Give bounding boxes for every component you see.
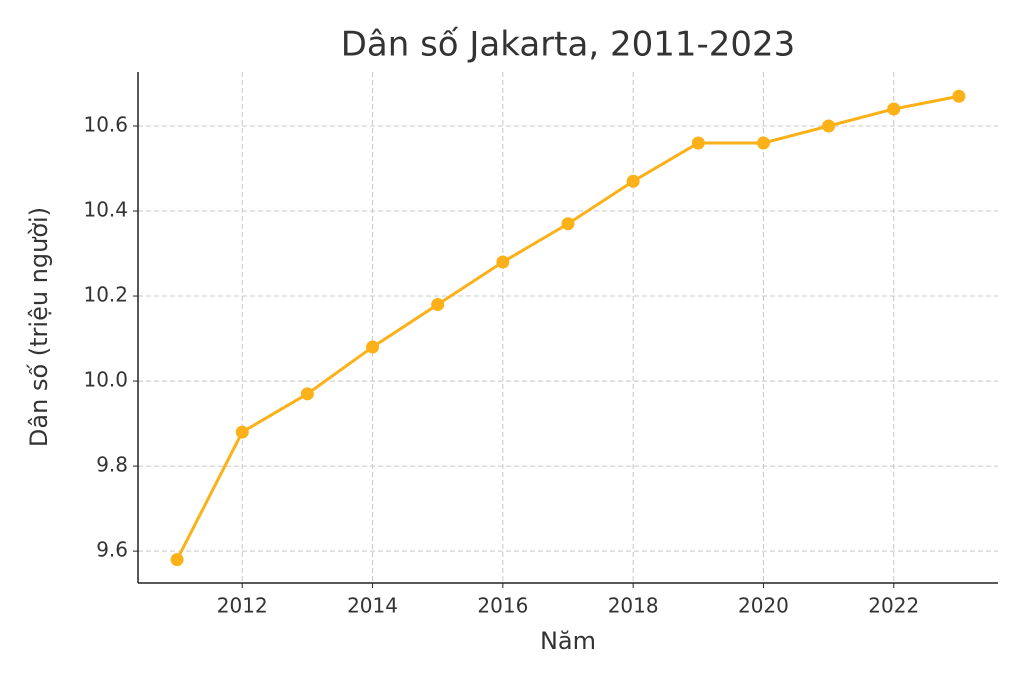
point xyxy=(170,553,184,567)
point xyxy=(300,387,314,401)
y-tick-label: 10.2 xyxy=(83,283,128,307)
y-tick-label: 10.0 xyxy=(83,368,128,392)
y-axis-label: Dân số (triệu người) xyxy=(25,207,53,447)
x-tick-label: 2022 xyxy=(868,594,919,618)
point xyxy=(887,102,901,116)
point xyxy=(756,136,770,150)
point xyxy=(952,89,966,103)
point xyxy=(235,425,249,439)
y-tick-label: 10.4 xyxy=(83,198,128,222)
point xyxy=(496,255,510,269)
x-tick-label: 2012 xyxy=(217,594,268,618)
point xyxy=(691,136,705,150)
line xyxy=(175,94,960,561)
plot-area xyxy=(170,89,966,567)
chart-title: Dân số Jakarta, 2011-2023 xyxy=(341,25,796,65)
x-tick-label: 2016 xyxy=(477,594,528,618)
y-tick-label: 9.6 xyxy=(96,538,128,562)
point xyxy=(366,340,380,354)
point xyxy=(561,217,575,231)
point xyxy=(626,174,640,188)
x-tick-label: 2014 xyxy=(347,594,398,618)
grid xyxy=(138,72,998,583)
x-tick-label: 2018 xyxy=(608,594,659,618)
point xyxy=(822,119,836,133)
x-axis-label: Năm xyxy=(540,627,596,655)
x-tick-label: 2020 xyxy=(738,594,789,618)
point xyxy=(431,298,445,312)
y-tick-label: 10.6 xyxy=(83,112,128,136)
y-tick-label: 9.8 xyxy=(96,453,128,477)
